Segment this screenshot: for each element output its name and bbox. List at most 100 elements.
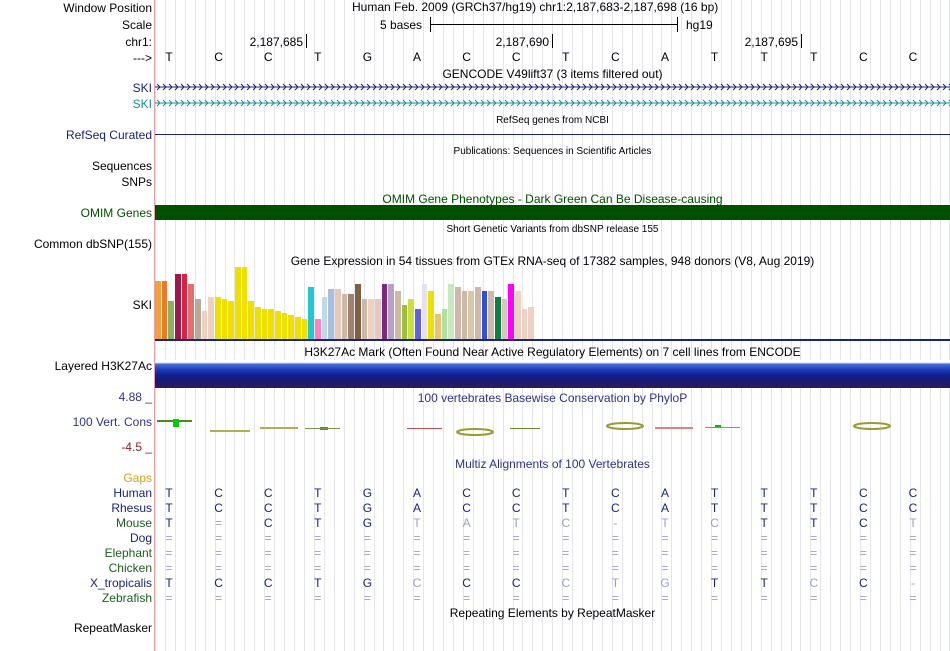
- gtex-bar[interactable]: [408, 299, 414, 339]
- grid-line: [810, 0, 812, 651]
- gtex-bar[interactable]: [281, 313, 288, 339]
- h3k27ac-label[interactable]: Layered H3K27Ac: [54, 359, 152, 373]
- gtex-bar[interactable]: [468, 291, 474, 339]
- gtex-bar[interactable]: [401, 305, 408, 339]
- gtex-bar[interactable]: [501, 299, 508, 339]
- snps-label[interactable]: SNPs: [121, 175, 152, 189]
- phylop-signal[interactable]: [155, 405, 950, 455]
- gtex-bar[interactable]: [455, 287, 461, 339]
- gtex-bar[interactable]: [155, 281, 161, 339]
- reference-base: T: [165, 50, 173, 64]
- aligned-base: =: [711, 531, 719, 545]
- aligned-base: =: [711, 591, 719, 605]
- gtex-bar[interactable]: [221, 299, 228, 339]
- gtex-bar[interactable]: [395, 291, 401, 339]
- species-label-rhesus[interactable]: Rhesus: [111, 501, 152, 515]
- h3k27ac-signal[interactable]: [155, 360, 950, 388]
- species-label-chicken[interactable]: Chicken: [108, 561, 152, 575]
- gencode-gene-features[interactable]: [155, 80, 950, 110]
- gtex-bar[interactable]: [168, 301, 174, 339]
- gtex-bar[interactable]: [375, 299, 381, 339]
- species-label-human[interactable]: Human: [113, 486, 152, 500]
- aligned-base: =: [562, 591, 570, 605]
- aligned-base: =: [165, 546, 173, 560]
- aligned-base: =: [314, 546, 322, 560]
- gtex-bar[interactable]: [381, 284, 388, 339]
- gtex-bar[interactable]: [528, 307, 534, 339]
- gtex-bar[interactable]: [335, 289, 341, 339]
- gtex-bar[interactable]: [201, 311, 208, 339]
- gtex-bar[interactable]: [315, 319, 321, 339]
- gtex-bar[interactable]: [435, 314, 441, 339]
- gtex-bar[interactable]: [481, 291, 488, 339]
- gtex-bar[interactable]: [161, 281, 168, 339]
- gtex-bar[interactable]: [188, 284, 194, 339]
- gtex-bar[interactable]: [215, 297, 221, 339]
- gtex-bar[interactable]: [461, 291, 468, 339]
- species-label-zebrafish[interactable]: Zebrafish: [101, 591, 152, 605]
- aligned-base: T: [562, 486, 570, 500]
- gtex-bar[interactable]: [515, 291, 521, 339]
- refseq-label[interactable]: RefSeq Curated: [65, 128, 152, 142]
- gtex-bar[interactable]: [255, 307, 261, 339]
- ski-transcript-1[interactable]: [155, 83, 950, 91]
- cons-label[interactable]: 100 Vert. Cons: [72, 415, 152, 429]
- gtex-bar[interactable]: [288, 315, 294, 339]
- omim-label[interactable]: OMIM Genes: [80, 206, 152, 220]
- gtex-bar[interactable]: [348, 294, 354, 339]
- dbsnp-title: Short Genetic Variants from dbSNP releas…: [446, 224, 659, 235]
- species-label-x_tropicalis[interactable]: X_tropicalis: [89, 576, 152, 590]
- gtex-bar[interactable]: [428, 291, 434, 339]
- gtex-bar[interactable]: [175, 274, 181, 339]
- gtex-bar[interactable]: [181, 274, 188, 339]
- refseq-gene-line[interactable]: [155, 134, 950, 135]
- sequences-label[interactable]: Sequences: [91, 159, 152, 173]
- gtex-bar[interactable]: [521, 309, 528, 339]
- aligned-base: =: [165, 531, 173, 545]
- gtex-bar[interactable]: [368, 299, 374, 339]
- omim-gene-bar[interactable]: [155, 205, 950, 220]
- gtex-bar[interactable]: [488, 291, 494, 339]
- gencode-ski-label-2[interactable]: SKI: [132, 97, 152, 111]
- dbsnp-label[interactable]: Common dbSNP(155): [33, 237, 152, 251]
- species-label-elephant[interactable]: Elephant: [104, 546, 152, 560]
- aligned-base: =: [463, 561, 471, 575]
- gtex-bar[interactable]: [388, 284, 394, 339]
- gtex-bar[interactable]: [508, 284, 514, 339]
- gtex-bar[interactable]: [301, 319, 308, 339]
- gtex-bar[interactable]: [228, 301, 234, 339]
- gtex-bar[interactable]: [295, 317, 301, 339]
- gencode-ski-label[interactable]: SKI: [132, 81, 152, 95]
- gtex-bar[interactable]: [275, 311, 281, 339]
- grid-line: [909, 0, 911, 651]
- gtex-bar[interactable]: [321, 297, 328, 339]
- gtex-bar[interactable]: [441, 309, 448, 339]
- gaps-label[interactable]: Gaps: [123, 471, 152, 485]
- gtex-bar[interactable]: [268, 309, 274, 339]
- gtex-bar[interactable]: [248, 301, 254, 339]
- grid-line: [800, 0, 802, 651]
- gtex-bar[interactable]: [261, 309, 268, 339]
- gtex-label[interactable]: SKI: [132, 298, 152, 312]
- gtex-bar-chart[interactable]: [155, 267, 535, 339]
- gtex-bar[interactable]: [448, 284, 454, 339]
- gtex-bar[interactable]: [195, 299, 201, 339]
- gtex-bar[interactable]: [475, 287, 481, 339]
- gtex-bar[interactable]: [421, 284, 428, 339]
- gtex-bar[interactable]: [361, 299, 368, 339]
- gtex-bar[interactable]: [415, 309, 421, 339]
- gtex-bar[interactable]: [328, 289, 334, 339]
- aligned-base: G: [362, 576, 373, 590]
- h3k27ac-title: H3K27Ac Mark (Often Found Near Active Re…: [304, 345, 801, 359]
- gtex-bar[interactable]: [341, 294, 348, 339]
- gtex-bar[interactable]: [241, 267, 248, 339]
- gtex-bar[interactable]: [308, 287, 314, 339]
- ski-transcript-2[interactable]: [155, 99, 950, 107]
- gtex-bar[interactable]: [355, 284, 361, 339]
- gtex-bar[interactable]: [208, 297, 214, 339]
- species-label-dog[interactable]: Dog: [129, 531, 152, 545]
- repeatmasker-label[interactable]: RepeatMasker: [73, 621, 152, 635]
- gtex-bar[interactable]: [235, 267, 241, 339]
- gtex-bar[interactable]: [495, 297, 501, 339]
- species-label-mouse[interactable]: Mouse: [115, 516, 152, 530]
